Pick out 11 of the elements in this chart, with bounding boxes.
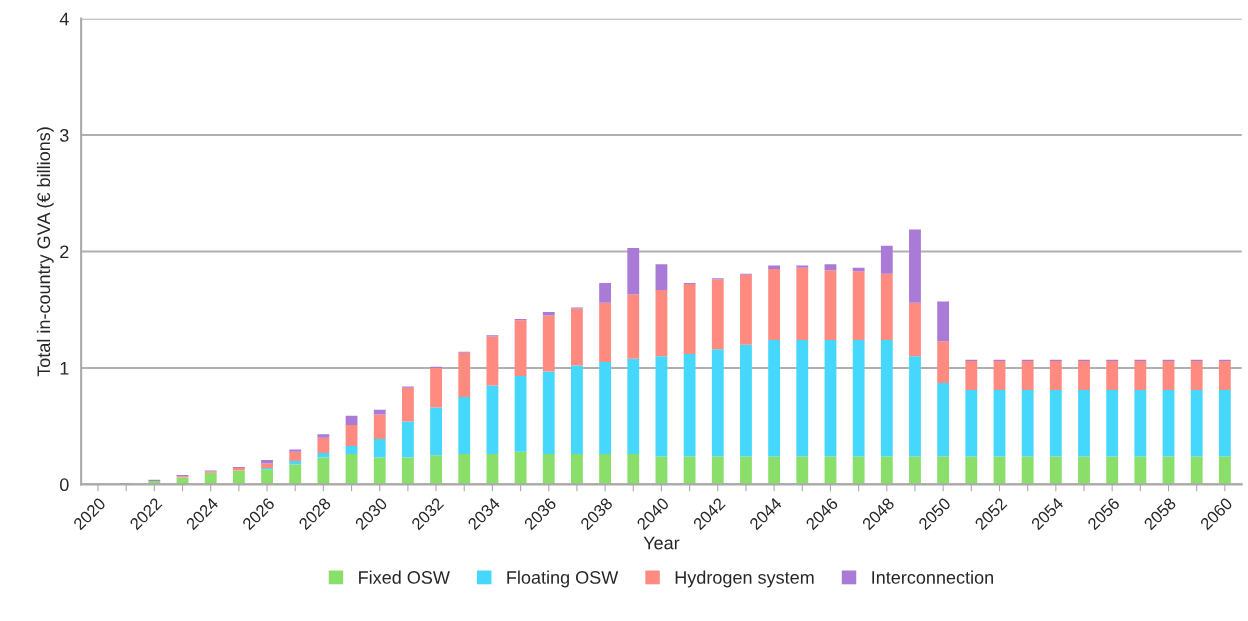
y-tick-label: 2 xyxy=(60,245,69,259)
y-axis-title: Total in-country GVA (€ billions) xyxy=(36,127,54,377)
y-tick-label: 1 xyxy=(60,362,69,375)
y-tick-label: 4 xyxy=(59,12,69,26)
legend-label: Floating OSW xyxy=(507,570,619,588)
legend-label: Hydrogen system xyxy=(675,570,814,588)
legend-label: Fixed OSW xyxy=(359,570,450,584)
y-tick-label: 3 xyxy=(59,129,69,142)
x-axis-title: Year xyxy=(643,536,680,550)
legend-label: Interconnection xyxy=(872,570,993,584)
y-tick-label: 0 xyxy=(59,478,69,492)
